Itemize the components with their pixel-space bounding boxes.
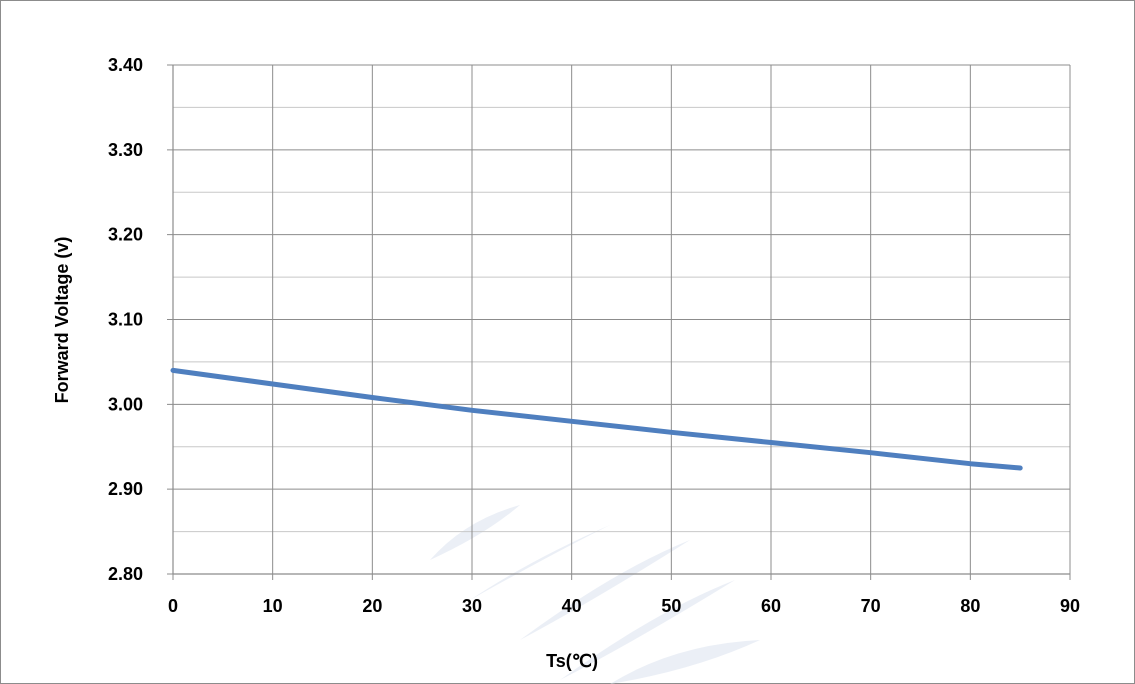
axes <box>172 65 1070 575</box>
x-tick-label: 20 <box>362 596 382 616</box>
y-tick-label: 2.80 <box>108 564 143 584</box>
y-tick-label: 3.10 <box>108 310 143 330</box>
watermark-logo <box>430 505 760 684</box>
y-tick-label: 3.00 <box>108 394 143 414</box>
y-tick-label: 3.30 <box>108 140 143 160</box>
x-tick-label: 80 <box>960 596 980 616</box>
x-tick-label: 40 <box>562 596 582 616</box>
x-tick-label: 30 <box>462 596 482 616</box>
x-axis-title: Ts(℃) <box>546 651 598 671</box>
major-gridlines <box>167 64 1071 580</box>
x-tick-label: 90 <box>1060 596 1080 616</box>
x-tick-label: 0 <box>168 596 178 616</box>
watermark-stroke <box>430 505 520 560</box>
minor-gridlines <box>173 106 1070 533</box>
x-tick-label: 50 <box>661 596 681 616</box>
series-line <box>170 367 1023 471</box>
x-tick-label: 10 <box>263 596 283 616</box>
x-tick-labels: 0 10 20 30 40 50 60 70 80 90 <box>168 596 1080 616</box>
watermark-stroke <box>560 580 735 680</box>
x-tick-label: 60 <box>761 596 781 616</box>
series-group <box>170 367 1023 471</box>
x-tick-label: 70 <box>861 596 881 616</box>
watermark-stroke <box>470 525 610 600</box>
y-tick-label: 3.20 <box>108 225 143 245</box>
y-axis-title: Forward Voltage (v) <box>52 237 72 404</box>
y-tick-label: 2.90 <box>108 479 143 499</box>
y-tick-labels: 2.80 2.90 3.00 3.10 3.20 3.30 3.40 <box>108 55 143 584</box>
watermark-stroke <box>610 640 760 684</box>
y-tick-label: 3.40 <box>108 55 143 75</box>
watermark-stroke <box>520 540 690 640</box>
